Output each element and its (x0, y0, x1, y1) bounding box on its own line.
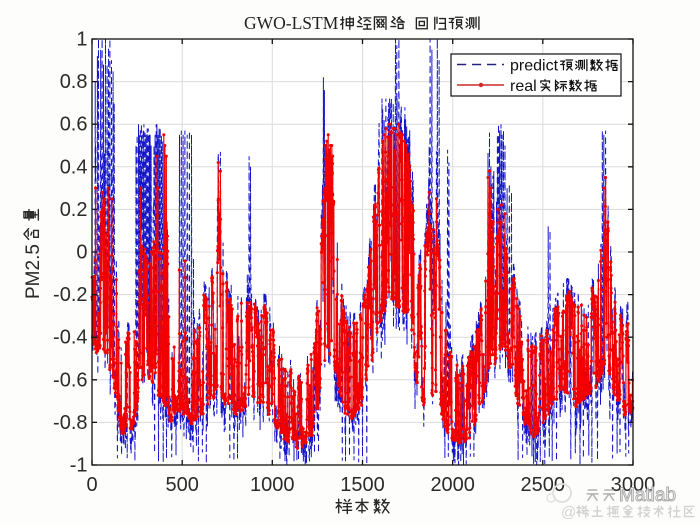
svg-text:predict: predict (510, 58, 559, 75)
svg-text:1000: 1000 (250, 474, 295, 496)
svg-text:2000: 2000 (430, 474, 475, 496)
svg-text:500: 500 (166, 474, 199, 496)
svg-text:PM2.5: PM2.5 (23, 244, 44, 299)
svg-text:3000: 3000 (611, 474, 656, 496)
svg-text:0: 0 (86, 474, 97, 496)
svg-text:Matlab: Matlab (619, 485, 676, 506)
svg-text:-0.2: -0.2 (53, 284, 87, 306)
svg-text:0.6: 0.6 (60, 114, 88, 136)
svg-text:-1: -1 (70, 455, 88, 477)
svg-text:0.8: 0.8 (60, 71, 88, 93)
svg-text:1500: 1500 (340, 474, 385, 496)
svg-text:0: 0 (76, 242, 87, 264)
svg-text:0.2: 0.2 (60, 199, 88, 221)
svg-text:-0.8: -0.8 (53, 412, 87, 434)
svg-text:-0.4: -0.4 (53, 327, 87, 349)
svg-text:0.4: 0.4 (60, 156, 88, 178)
svg-text:@: @ (561, 504, 576, 521)
svg-text:1: 1 (76, 29, 87, 51)
svg-text:real: real (510, 78, 537, 95)
svg-text:-0.6: -0.6 (53, 369, 87, 391)
svg-text:GWO-LSTM: GWO-LSTM (244, 13, 339, 33)
